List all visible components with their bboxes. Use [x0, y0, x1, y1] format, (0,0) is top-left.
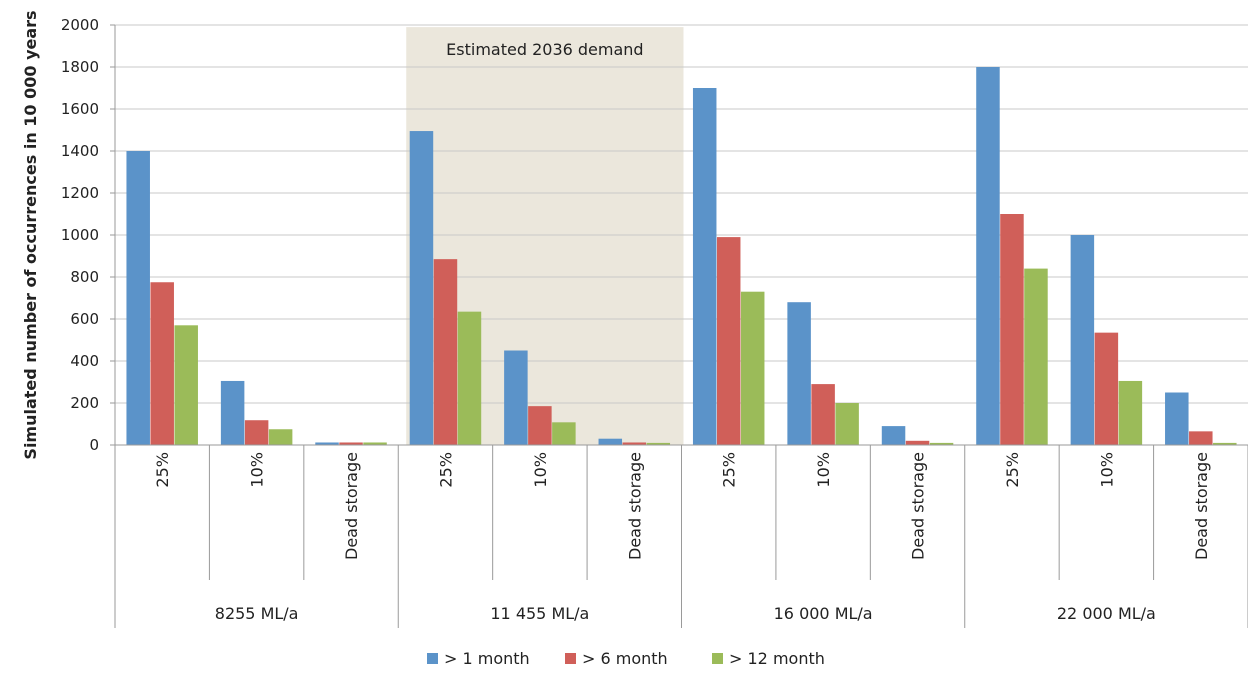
- bar-12-month: [740, 291, 765, 445]
- x-category-label: 25%: [436, 452, 455, 488]
- legend: > 1 month > 6 month > 12 month: [427, 649, 825, 668]
- gridlines: [115, 24, 1248, 404]
- x-category-label: 10%: [531, 452, 550, 488]
- x-category-label: Dead storage: [342, 452, 361, 560]
- y-tick-label: 1400: [61, 142, 99, 160]
- bar-1-month: [692, 88, 717, 445]
- bar-1-month: [787, 302, 811, 445]
- x-category-label: 10%: [814, 452, 833, 488]
- bar-6-month: [528, 406, 552, 445]
- bar-12-month: [174, 325, 198, 445]
- bar-6-month: [150, 282, 174, 445]
- y-tick-label: 0: [89, 436, 99, 454]
- y-tick-label: 1600: [61, 100, 99, 118]
- bar-12-month: [1024, 268, 1048, 445]
- bar-12-month: [835, 403, 859, 445]
- bar-1-month: [126, 151, 150, 445]
- axes: [110, 24, 1248, 628]
- bar-6-month: [1000, 214, 1024, 445]
- x-category-label: 10%: [1097, 452, 1116, 488]
- legend-label: > 6 month: [582, 649, 668, 668]
- bar-12-month: [646, 442, 671, 445]
- legend-swatch: [565, 653, 576, 664]
- bar-6-month: [811, 384, 835, 445]
- annotation-label: Estimated 2036 demand: [446, 40, 643, 59]
- bar-6-month: [716, 237, 741, 445]
- bar-1-month: [598, 438, 623, 445]
- x-category-label: 25%: [1003, 452, 1022, 488]
- bar-6-month: [905, 440, 930, 445]
- x-category-labels: 25% 10% Dead storage 25% 10% Dead storage 25% 1…: [153, 452, 1211, 560]
- bar-1-month: [1070, 235, 1095, 445]
- bar-1-month: [409, 131, 434, 446]
- y-tick-label: 800: [70, 268, 99, 286]
- bar-1-month: [504, 350, 528, 445]
- legend-swatch: [712, 653, 723, 664]
- y-tick-label: 1200: [61, 184, 99, 202]
- y-tick-label: 600: [70, 310, 99, 328]
- bar-6-month: [622, 442, 647, 445]
- bar-6-month: [244, 420, 269, 445]
- bar-1-month: [315, 442, 339, 445]
- x-group-labels: 8255 ML/a 11 455 ML/a 16 000 ML/a 22 000 ML…: [215, 604, 1156, 623]
- bar-12-month: [1213, 442, 1237, 445]
- x-group-label: 8255 ML/a: [215, 604, 299, 623]
- legend-label: > 1 month: [444, 649, 530, 668]
- x-category-label: 25%: [720, 452, 739, 488]
- bar-12-month: [552, 422, 576, 445]
- bar-12-month: [457, 311, 482, 445]
- legend-swatch: [427, 653, 438, 664]
- legend-label: > 12 month: [729, 649, 825, 668]
- x-category-label: Dead storage: [909, 452, 928, 560]
- bars: [126, 67, 1237, 446]
- bar-12-month: [268, 429, 293, 445]
- bar-6-month: [1094, 332, 1119, 445]
- bar-12-month: [363, 442, 387, 445]
- bar-1-month: [220, 380, 245, 445]
- bar-12-month: [1118, 380, 1143, 445]
- x-group-label: 11 455 ML/a: [490, 604, 589, 623]
- x-category-label: Dead storage: [625, 452, 644, 560]
- y-axis-label: Simulated number of occurrences in 10 00…: [21, 10, 40, 459]
- x-category-label: 10%: [248, 452, 267, 488]
- y-tick-labels: 0 200 400 600 800 1000 1200 1400 1600 1800 2000: [61, 16, 99, 454]
- x-category-label: Dead storage: [1192, 452, 1211, 560]
- bar-1-month: [881, 426, 906, 445]
- bar-1-month: [976, 67, 1000, 445]
- x-category-label: 25%: [153, 452, 172, 488]
- bar-12-month: [929, 442, 954, 445]
- y-tick-label: 400: [70, 352, 99, 370]
- x-group-label: 16 000 ML/a: [774, 604, 873, 623]
- y-tick-label: 1800: [61, 58, 99, 76]
- bar-6-month: [339, 442, 363, 445]
- y-tick-label: 1000: [61, 226, 99, 244]
- x-group-label: 22 000 ML/a: [1057, 604, 1156, 623]
- y-tick-label: 200: [70, 394, 99, 412]
- bar-1-month: [1165, 392, 1189, 445]
- bar-6-month: [1189, 431, 1213, 445]
- y-tick-label: 2000: [61, 16, 99, 34]
- bar-6-month: [433, 259, 458, 445]
